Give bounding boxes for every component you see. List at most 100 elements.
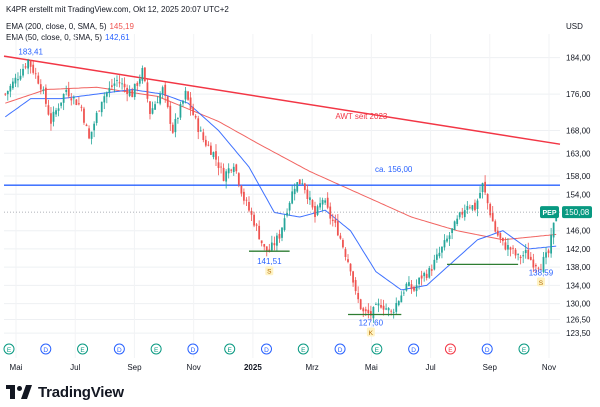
candle-body (339, 235, 342, 239)
candle-body (314, 205, 316, 217)
candle-body (149, 101, 151, 115)
y-tick-label: 184,00 (566, 54, 591, 63)
candle-body (428, 268, 431, 278)
candle-body (248, 201, 250, 211)
candle-body (298, 179, 301, 185)
candle-body (336, 221, 339, 236)
candle-body (296, 182, 299, 192)
candle-body (408, 282, 410, 287)
candle-body (174, 119, 177, 133)
candle-body (425, 273, 428, 278)
candle-body (377, 303, 380, 306)
candle-body (27, 59, 30, 69)
candle-body (118, 82, 121, 84)
candle-body (108, 87, 111, 93)
candle-body (166, 96, 169, 107)
candle-body (47, 105, 50, 115)
candle-body (78, 103, 80, 105)
ema200-line (5, 86, 557, 241)
candle-body (45, 87, 47, 104)
candle-body (113, 83, 116, 86)
candle-body (273, 243, 276, 246)
candle-body (245, 199, 248, 201)
ema50-label: EMA (50, close, 0, SMA, 5) (6, 33, 103, 42)
x-axis-label: Jul (425, 363, 435, 372)
indicator-lines (3, 55, 561, 291)
candle-body (189, 97, 192, 109)
candle-body (481, 183, 484, 193)
event-marker-letter: D (191, 347, 196, 354)
candle-body (131, 90, 134, 98)
candle-body (263, 244, 266, 247)
candle-body (217, 162, 220, 169)
candle-body (222, 167, 225, 181)
tradingview-logo[interactable]: TradingView (6, 381, 124, 403)
symbol-badge-text: PEP (542, 210, 556, 217)
candle-body (50, 113, 52, 124)
candle-body (552, 222, 555, 238)
candle-body (250, 210, 253, 215)
candle-body (413, 286, 415, 291)
candle-body (111, 85, 113, 87)
candle-body (88, 128, 90, 139)
candle-body (309, 197, 311, 201)
annotations: 183,41 141,51 127,60 138,59 ca. 156,00 AWT se… (4, 47, 592, 337)
candle-body (430, 269, 433, 271)
candle-body (128, 90, 131, 96)
created-line: K4PR erstellt mit TradingView.com, Okt 1… (6, 5, 229, 14)
candle-body (154, 104, 156, 110)
candle-body (321, 199, 324, 205)
candle-body (395, 303, 398, 312)
candle-body (281, 227, 283, 238)
dividend-marker (408, 343, 420, 355)
candle-body (540, 268, 542, 270)
candle-body (146, 82, 149, 99)
candle-body (461, 211, 464, 215)
candle-body (121, 83, 123, 85)
candle-body (11, 81, 14, 89)
candle-body (116, 79, 118, 81)
candle-body (522, 255, 525, 257)
dividend-marker (113, 343, 125, 355)
candle-body (474, 202, 476, 211)
candle-body (286, 212, 288, 216)
candle-body (438, 252, 441, 257)
candle-body (375, 304, 377, 306)
candle-body (126, 87, 129, 95)
candle-body (402, 292, 405, 294)
candle-body (390, 310, 393, 312)
candle-body (85, 124, 88, 127)
candle-body (301, 183, 304, 185)
candle-body (237, 173, 240, 185)
candle-body (509, 247, 512, 250)
candle-body (95, 112, 98, 123)
ema200-label: EMA (200, close, 0, SMA, 5) (6, 22, 107, 31)
candle-body (288, 202, 291, 211)
candle-body (199, 130, 202, 132)
annotation-high: 183,41 (18, 47, 43, 56)
ema200-legend[interactable]: EMA (200, close, 0, SMA, 5) 145,19 (6, 22, 134, 31)
candle-body (486, 193, 489, 204)
candle-body (342, 239, 344, 248)
annotation-support-2: 138,59 (529, 268, 554, 277)
candle-body (29, 60, 32, 67)
candle-body (555, 215, 558, 222)
candle-body (17, 79, 19, 81)
candle-body (220, 166, 222, 168)
candle-body (207, 144, 210, 146)
y-tick-label: 126,50 (566, 316, 591, 325)
ema50-legend[interactable]: EMA (50, close, 0, SMA, 5) 142,61 (6, 33, 130, 42)
candle-body (456, 218, 459, 224)
candle-body (24, 66, 27, 68)
candle-body (435, 254, 438, 260)
earnings-marker (297, 343, 309, 355)
candle-body (311, 200, 314, 208)
candle-body (468, 207, 471, 209)
candle-body (197, 118, 200, 132)
candle-body (32, 64, 35, 73)
candle-body (159, 93, 162, 104)
event-marker-letter: E (154, 347, 159, 354)
candle-body (265, 246, 268, 251)
earnings-marker (224, 343, 236, 355)
